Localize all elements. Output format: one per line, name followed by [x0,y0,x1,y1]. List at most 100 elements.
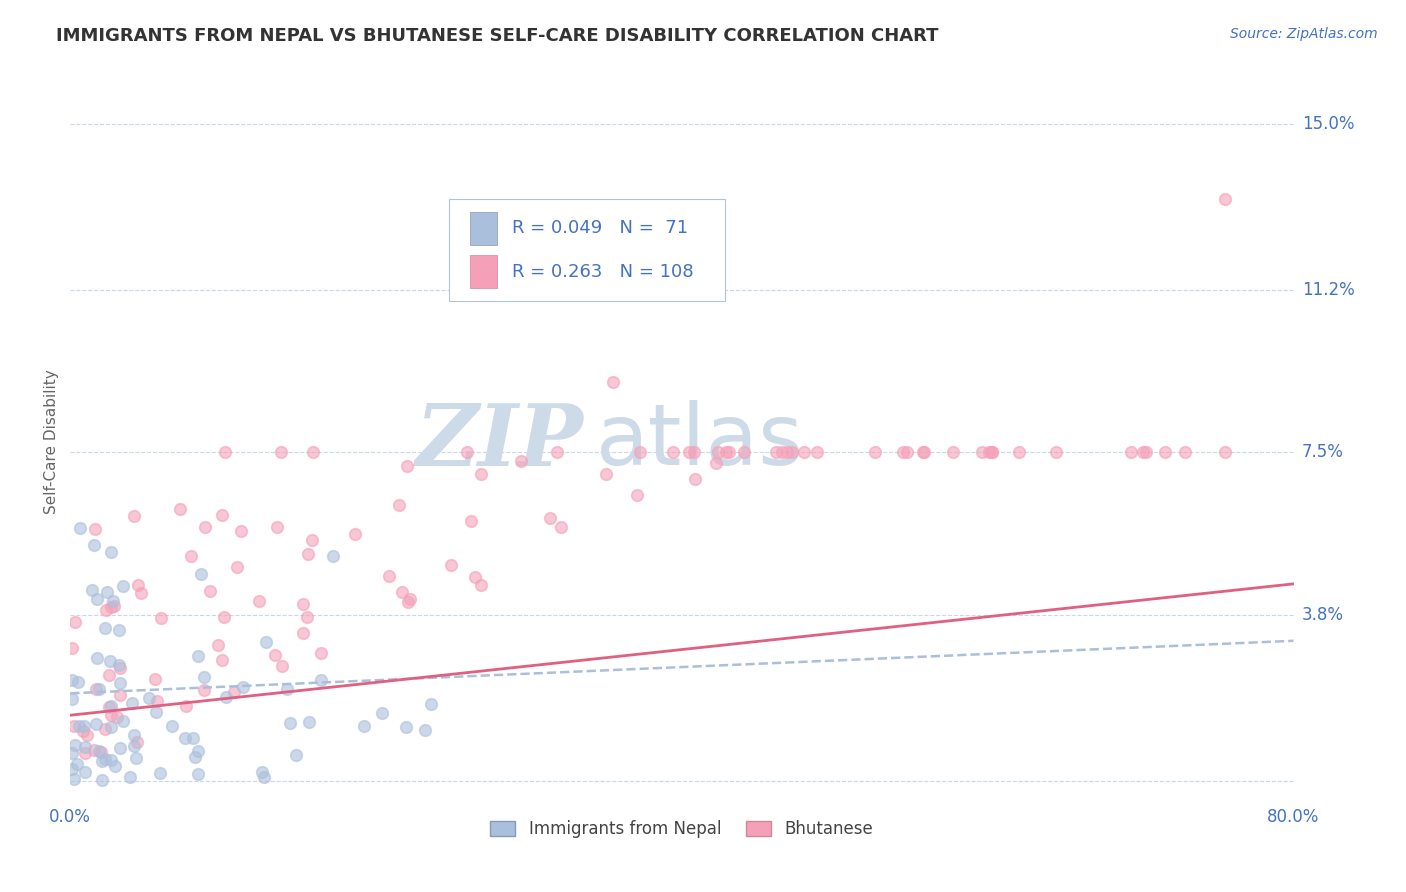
Point [546,445,568,459]
Text: Source: ZipAtlas.com: Source: ZipAtlas.com [1230,27,1378,41]
Point [108,658,131,673]
Point [395,720,418,734]
Point [146,694,169,708]
Point [309,673,332,687]
Point [100,753,122,767]
Point [678,445,700,459]
Point [194,520,217,534]
Point [84,716,107,731]
Point [75,746,97,760]
Point [104,759,127,773]
Point [682,445,704,459]
Point [138,690,160,705]
Point [83,538,105,552]
Point [247,593,270,607]
Point [278,715,301,730]
Point [276,682,298,697]
Point [704,457,727,471]
Point [60,640,83,655]
Point [266,520,288,534]
Point [149,766,172,780]
Point [628,445,651,459]
Point [292,597,315,611]
Point [285,748,308,763]
Point [396,458,419,473]
Point [460,515,482,529]
Point [595,467,617,481]
Point [187,767,209,781]
Point [107,623,129,637]
Point [187,649,209,664]
Point [1132,445,1154,459]
Point [806,445,828,459]
Point [127,578,149,592]
Point [232,680,254,694]
Text: R = 0.263   N = 108: R = 0.263 N = 108 [512,263,693,281]
Point [91,754,114,768]
Point [1008,445,1031,459]
Point [388,498,411,512]
Point [100,720,122,734]
Point [264,648,287,662]
FancyBboxPatch shape [470,255,498,288]
Point [464,570,486,584]
Point [626,488,648,502]
Point [734,445,756,459]
Point [371,706,394,720]
Point [602,376,624,390]
FancyBboxPatch shape [450,200,724,301]
Point [470,467,492,482]
Point [108,688,131,702]
Point [865,445,887,459]
Point [419,697,441,711]
Point [295,609,318,624]
Point [782,445,804,459]
Point [122,727,145,741]
Point [344,527,367,541]
Point [291,626,314,640]
Point [1135,445,1157,459]
Point [190,567,212,582]
Point [399,591,422,606]
Point [707,445,730,459]
Point [72,724,94,739]
Point [981,445,1004,459]
Y-axis label: Self-Care Disability: Self-Care Disability [44,369,59,514]
Point [198,584,221,599]
Point [100,699,122,714]
Point [110,661,132,675]
Point [193,682,215,697]
FancyBboxPatch shape [470,212,498,244]
Point [94,603,117,617]
Point [86,651,108,665]
Point [1154,445,1177,459]
Point [90,772,112,787]
Point [793,445,815,459]
Point [912,445,935,459]
Point [717,445,740,459]
Point [73,739,96,754]
Point [456,445,478,459]
Point [538,510,561,524]
Point [187,743,209,757]
Point [1119,445,1142,459]
Point [301,533,323,547]
Point [181,731,204,745]
Text: ZIP: ZIP [416,400,583,483]
Point [298,715,321,730]
Point [322,549,344,563]
Point [145,672,167,686]
Point [112,579,135,593]
Legend: Immigrants from Nepal, Bhutanese: Immigrants from Nepal, Bhutanese [484,814,880,845]
Point [353,719,375,733]
Text: 15.0%: 15.0% [1302,115,1354,133]
Point [103,599,125,613]
Point [94,722,117,736]
Point [108,675,131,690]
Point [222,685,245,699]
Point [60,691,83,706]
Point [100,599,122,614]
Point [160,719,183,733]
Point [912,445,935,459]
Point [211,508,233,522]
